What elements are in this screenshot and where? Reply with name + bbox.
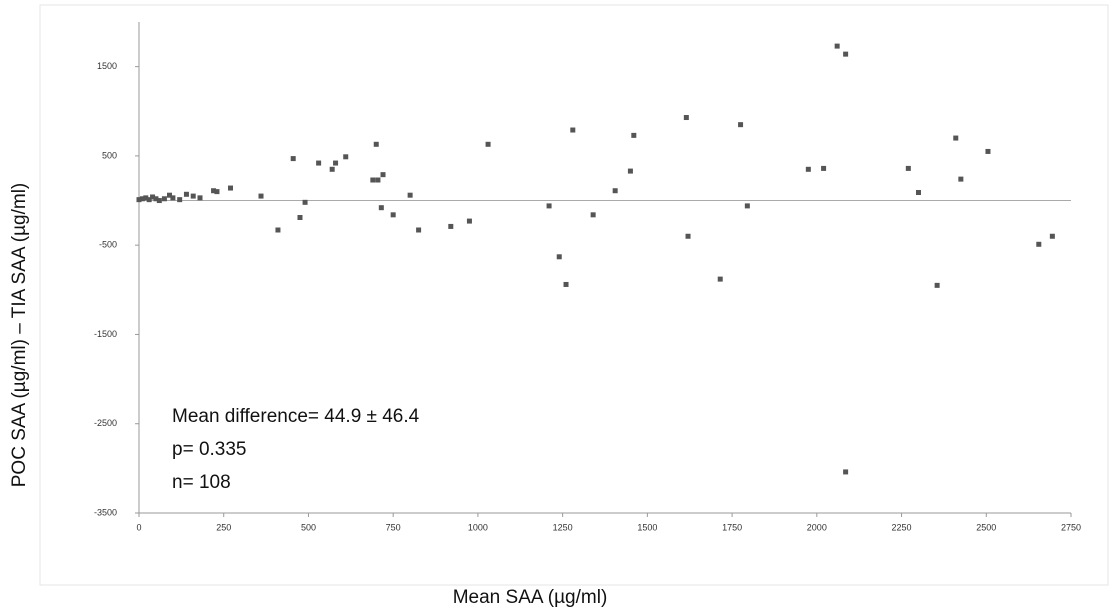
y-axis-title: POC SAA (µg/ml) – TIA SAA (µg/ml) [9,183,30,488]
point [843,51,849,57]
x-tick-label: 1000 [468,522,488,532]
point [905,165,911,171]
point [738,122,744,128]
annotation: p= 0.335 [172,439,247,460]
point [150,194,156,200]
x-tick-label: 750 [386,522,401,532]
point [333,160,339,166]
point [153,196,159,202]
x-tick-label: 0 [136,522,141,532]
annotation: Mean difference= 44.9 ± 46.4 [172,406,420,427]
point [290,156,296,162]
point [1036,241,1042,247]
point [590,212,596,218]
point [275,227,281,233]
point [139,196,145,202]
y-tick-label: 1500 [97,61,117,71]
point [631,132,637,138]
point [958,176,964,182]
point [563,281,569,287]
point [485,141,491,147]
x-tick-label: 250 [216,522,231,532]
point [683,115,689,121]
point [228,185,234,191]
chart-border [39,4,1109,586]
point [211,188,217,194]
point [258,193,264,199]
point [612,188,618,194]
point [136,197,142,203]
point [834,43,840,49]
point [717,276,723,282]
point [156,198,162,204]
point [370,177,376,183]
point [378,205,384,211]
point [167,192,173,198]
point [302,199,308,205]
point [373,141,379,147]
x-tick-label: 1500 [637,522,657,532]
x-axis-title: Mean SAA (µg/ml) [453,587,608,608]
point [197,195,203,201]
point [805,166,811,172]
point [190,193,196,199]
x-tick-label: 1750 [722,522,742,532]
point [934,282,940,288]
point [390,212,396,218]
point [329,166,335,172]
point [821,165,827,171]
point [744,203,750,209]
y-tick-label: -500 [99,240,117,250]
point [570,127,576,133]
x-tick-label: 2250 [892,522,912,532]
point [546,203,552,209]
point [953,135,959,141]
point [375,177,381,183]
x-tick-label: 2500 [976,522,996,532]
y-tick-label: -2500 [94,418,117,428]
point [183,191,189,197]
point [685,233,691,239]
x-tick-label: 1250 [553,522,573,532]
x-tick-label: 2000 [807,522,827,532]
point [143,195,149,201]
point [627,168,633,174]
point [297,215,303,221]
point [556,254,562,260]
point [466,218,472,224]
y-tick-label: -1500 [94,329,117,339]
x-tick-label: 2750 [1061,522,1081,532]
point [1049,233,1055,239]
point [985,148,991,154]
point [316,160,322,166]
point [843,469,849,475]
point [380,172,386,178]
point [146,197,152,203]
point [170,195,176,201]
point [448,223,454,229]
point [214,189,220,195]
x-tick-label: 500 [301,522,316,532]
point [343,154,349,160]
point [407,192,413,198]
annotation: n= 108 [172,472,231,493]
y-tick-label: 500 [102,150,117,160]
point [416,227,422,233]
point [161,196,167,202]
y-tick-label: -3500 [94,507,117,517]
point [915,190,921,196]
point [177,197,183,203]
